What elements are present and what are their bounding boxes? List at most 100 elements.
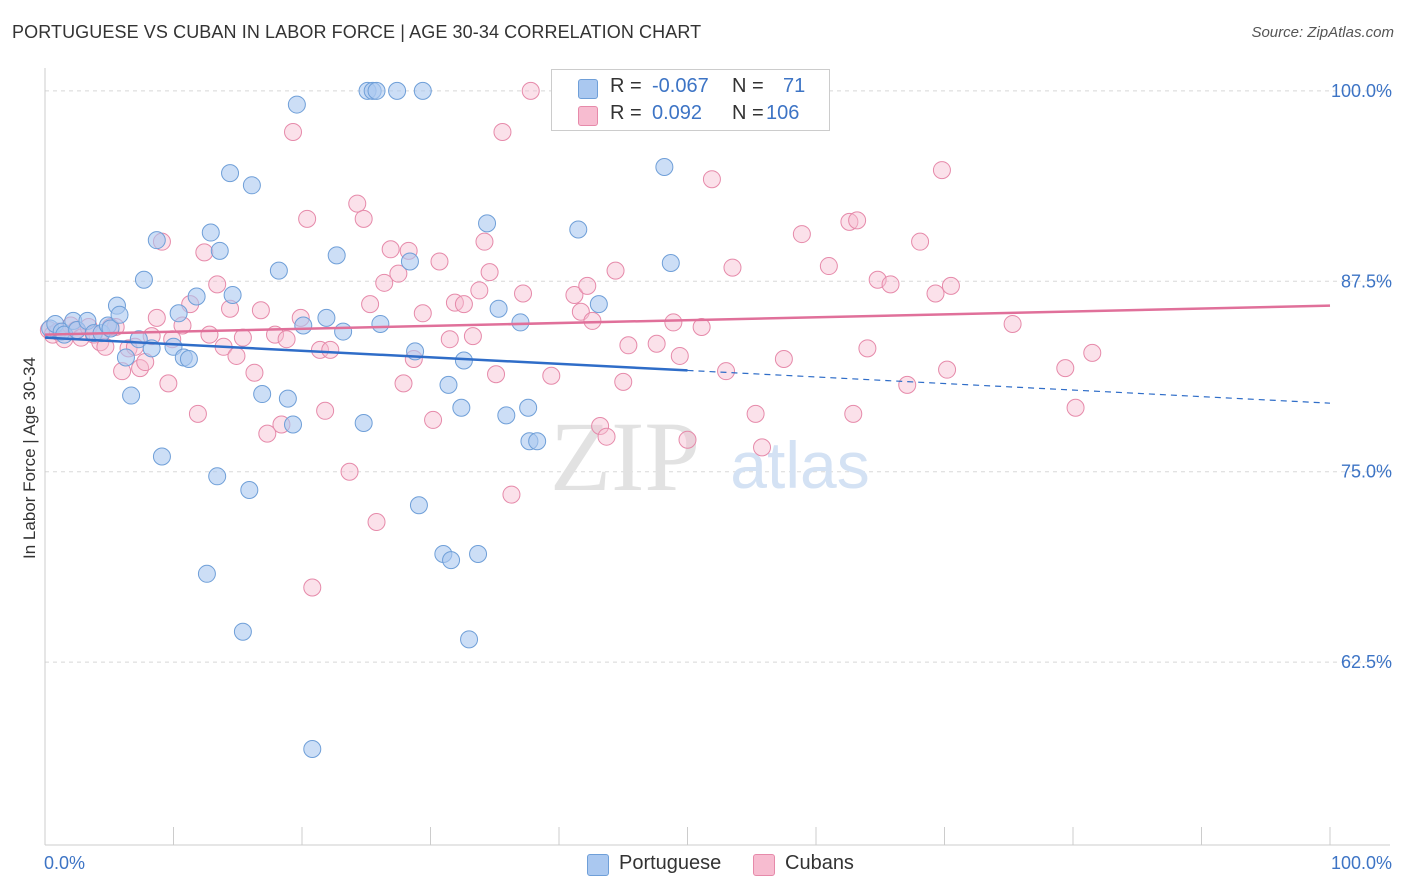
y-tick-label-1: 75.0%: [1341, 462, 1392, 482]
cubans-trend-line: [44, 304, 1331, 336]
portuguese-n-value: 71: [783, 75, 806, 97]
portuguese-point-30: [223, 286, 242, 305]
cubans-point-60: [440, 330, 459, 349]
portuguese-point-64: [511, 313, 530, 332]
portuguese-point-59: [460, 630, 479, 649]
x-tick-label-0: 0.0%: [44, 853, 85, 873]
cubans-point-97: [848, 211, 867, 230]
cubans-point-21: [159, 374, 178, 393]
trend-lines: [44, 304, 1331, 404]
portuguese-point-69: [589, 295, 608, 314]
legend-row-cubans: R = 0.092 N = 106: [552, 101, 829, 127]
cubans-point-86: [692, 318, 711, 336]
cubans-swatch: [578, 106, 598, 126]
portuguese-swatch: [578, 79, 598, 99]
portuguese-point-52: [409, 496, 428, 515]
cubans-point-90: [746, 404, 765, 423]
cubans-point-65: [475, 232, 494, 251]
portuguese-point-55: [439, 375, 458, 394]
portuguese-point-57: [452, 398, 471, 417]
cubans-point-32: [233, 328, 252, 347]
cubans-point-70: [514, 284, 533, 303]
legend-row-portuguese: R = -0.067 N = 71: [552, 74, 829, 100]
cubans-point-34: [251, 301, 270, 320]
cubans-point-108: [1056, 359, 1075, 378]
portuguese-point-34: [253, 385, 272, 404]
cubans-point-54: [394, 374, 413, 393]
portuguese-points: [41, 81, 680, 759]
portuguese-point-40: [303, 740, 322, 759]
cubans-point-80: [614, 372, 633, 391]
cubans-point-88: [717, 362, 736, 381]
cubans-point-49: [361, 295, 380, 314]
portuguese-point-27: [208, 467, 227, 486]
cubans-point-79: [606, 261, 625, 280]
portuguese-point-61: [478, 214, 497, 233]
portuguese-point-26: [201, 223, 220, 242]
cubans-point-78: [597, 427, 616, 446]
cubans-point-58: [424, 410, 443, 429]
cubans-point-62: [454, 295, 473, 314]
cubans-point-98: [858, 339, 877, 358]
portuguese-n-label: N =: [732, 75, 764, 97]
portuguese-point-32: [240, 481, 259, 500]
cubans-point-44: [316, 401, 335, 420]
cubans-point-59: [430, 252, 449, 271]
cubans-legend-label: Cubans: [785, 852, 854, 874]
cubans-point-48: [354, 209, 373, 228]
portuguese-point-62: [489, 299, 508, 318]
cubans-legend-swatch: [753, 854, 775, 876]
grid-lines: [45, 90, 1390, 663]
cubans-point-47: [348, 194, 367, 213]
cubans-point-45: [321, 340, 340, 359]
portuguese-point-18: [147, 231, 166, 250]
cubans-point-43: [310, 340, 329, 359]
watermark-zip: ZIP: [550, 401, 700, 512]
cubans-point-105: [938, 360, 957, 379]
cubans-point-57: [413, 304, 432, 323]
portuguese-point-39: [294, 316, 313, 335]
cubans-point-66: [480, 263, 499, 282]
cubans-point-106: [941, 276, 960, 295]
cubans-point-84: [670, 346, 689, 365]
cubans-point-104: [932, 161, 951, 180]
portuguese-point-16: [134, 270, 153, 289]
cubans-point-61: [445, 293, 464, 312]
portuguese-point-37: [284, 415, 303, 434]
portuguese-point-60: [469, 545, 488, 564]
portuguese-point-44: [354, 413, 373, 432]
axes: [44, 68, 1390, 846]
portuguese-trend-extension: [687, 369, 1331, 404]
cubans-point-102: [911, 232, 930, 251]
portuguese-point-24: [187, 287, 206, 306]
cubans-point-92: [774, 349, 793, 368]
cubans-point-101: [898, 375, 917, 394]
cubans-point-100: [881, 275, 900, 294]
cubans-point-77: [591, 417, 610, 436]
portuguese-point-38: [287, 95, 306, 114]
cubans-point-85: [678, 430, 697, 449]
cubans-r-value: 0.092: [652, 102, 703, 124]
cubans-point-72: [542, 366, 561, 385]
portuguese-point-12: [110, 305, 129, 324]
cubans-point-28: [208, 275, 227, 294]
correlation-legend: R = -0.067 N = 71 R = 0.092 N = 106: [551, 69, 830, 131]
y-tick-label-2: 87.5%: [1341, 271, 1392, 291]
cubans-point-87: [702, 170, 721, 189]
cubans-point-41: [298, 209, 317, 228]
cubans-point-81: [619, 336, 638, 355]
cubans-point-73: [565, 286, 584, 305]
cubans-point-64: [470, 281, 489, 300]
portuguese-point-42: [327, 246, 346, 265]
cubans-point-39: [284, 122, 303, 141]
portuguese-legend-label: Portuguese: [619, 852, 722, 874]
portuguese-point-19: [152, 447, 171, 466]
cubans-point-38: [277, 330, 296, 349]
portuguese-point-31: [233, 622, 252, 641]
cubans-point-46: [340, 462, 359, 481]
portuguese-point-21: [169, 304, 188, 323]
portuguese-point-48: [371, 314, 390, 333]
portuguese-r-value: -0.067: [652, 75, 709, 97]
cubans-point-68: [493, 122, 512, 141]
